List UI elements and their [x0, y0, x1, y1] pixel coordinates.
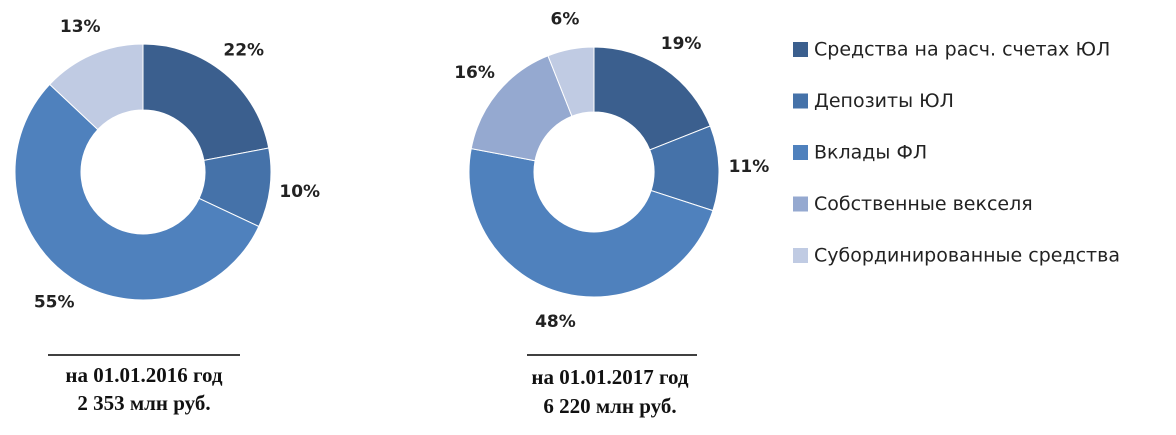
legend-label: Средства на расч. счетах ЮЛ	[814, 39, 1110, 61]
caption: 2 353 млн руб.	[77, 391, 210, 415]
legend-swatch	[793, 42, 808, 57]
data-label: 16%	[454, 63, 495, 83]
data-label: 22%	[223, 40, 264, 60]
legend-label: Субординированные средства	[814, 245, 1120, 267]
data-label: 19%	[661, 34, 702, 54]
legend-swatch	[793, 93, 808, 109]
donut-slice	[468, 147, 714, 298]
donut-slice	[48, 43, 144, 131]
donut-slice	[14, 83, 260, 301]
legend-label: Вклады ФЛ	[814, 142, 927, 164]
caption: 6 220 млн руб.	[543, 394, 676, 418]
data-label: 48%	[535, 312, 576, 332]
data-label: 10%	[279, 182, 320, 202]
data-label: 55%	[34, 293, 75, 313]
caption: на 01.01.2017 год	[531, 365, 689, 389]
legend-swatch	[793, 248, 808, 263]
legend-label: Собственные векселя	[814, 193, 1033, 215]
caption: на 01.01.2016 год	[65, 363, 223, 387]
donut-slice	[142, 43, 270, 161]
legend-swatch	[793, 145, 808, 160]
data-label: 13%	[60, 17, 101, 37]
legend-swatch	[793, 196, 808, 212]
legend-label: Депозиты ЮЛ	[814, 90, 954, 112]
donut-slice	[547, 46, 595, 117]
data-label: 6%	[551, 10, 580, 30]
data-label: 11%	[729, 157, 770, 177]
donut-slice	[593, 46, 711, 151]
